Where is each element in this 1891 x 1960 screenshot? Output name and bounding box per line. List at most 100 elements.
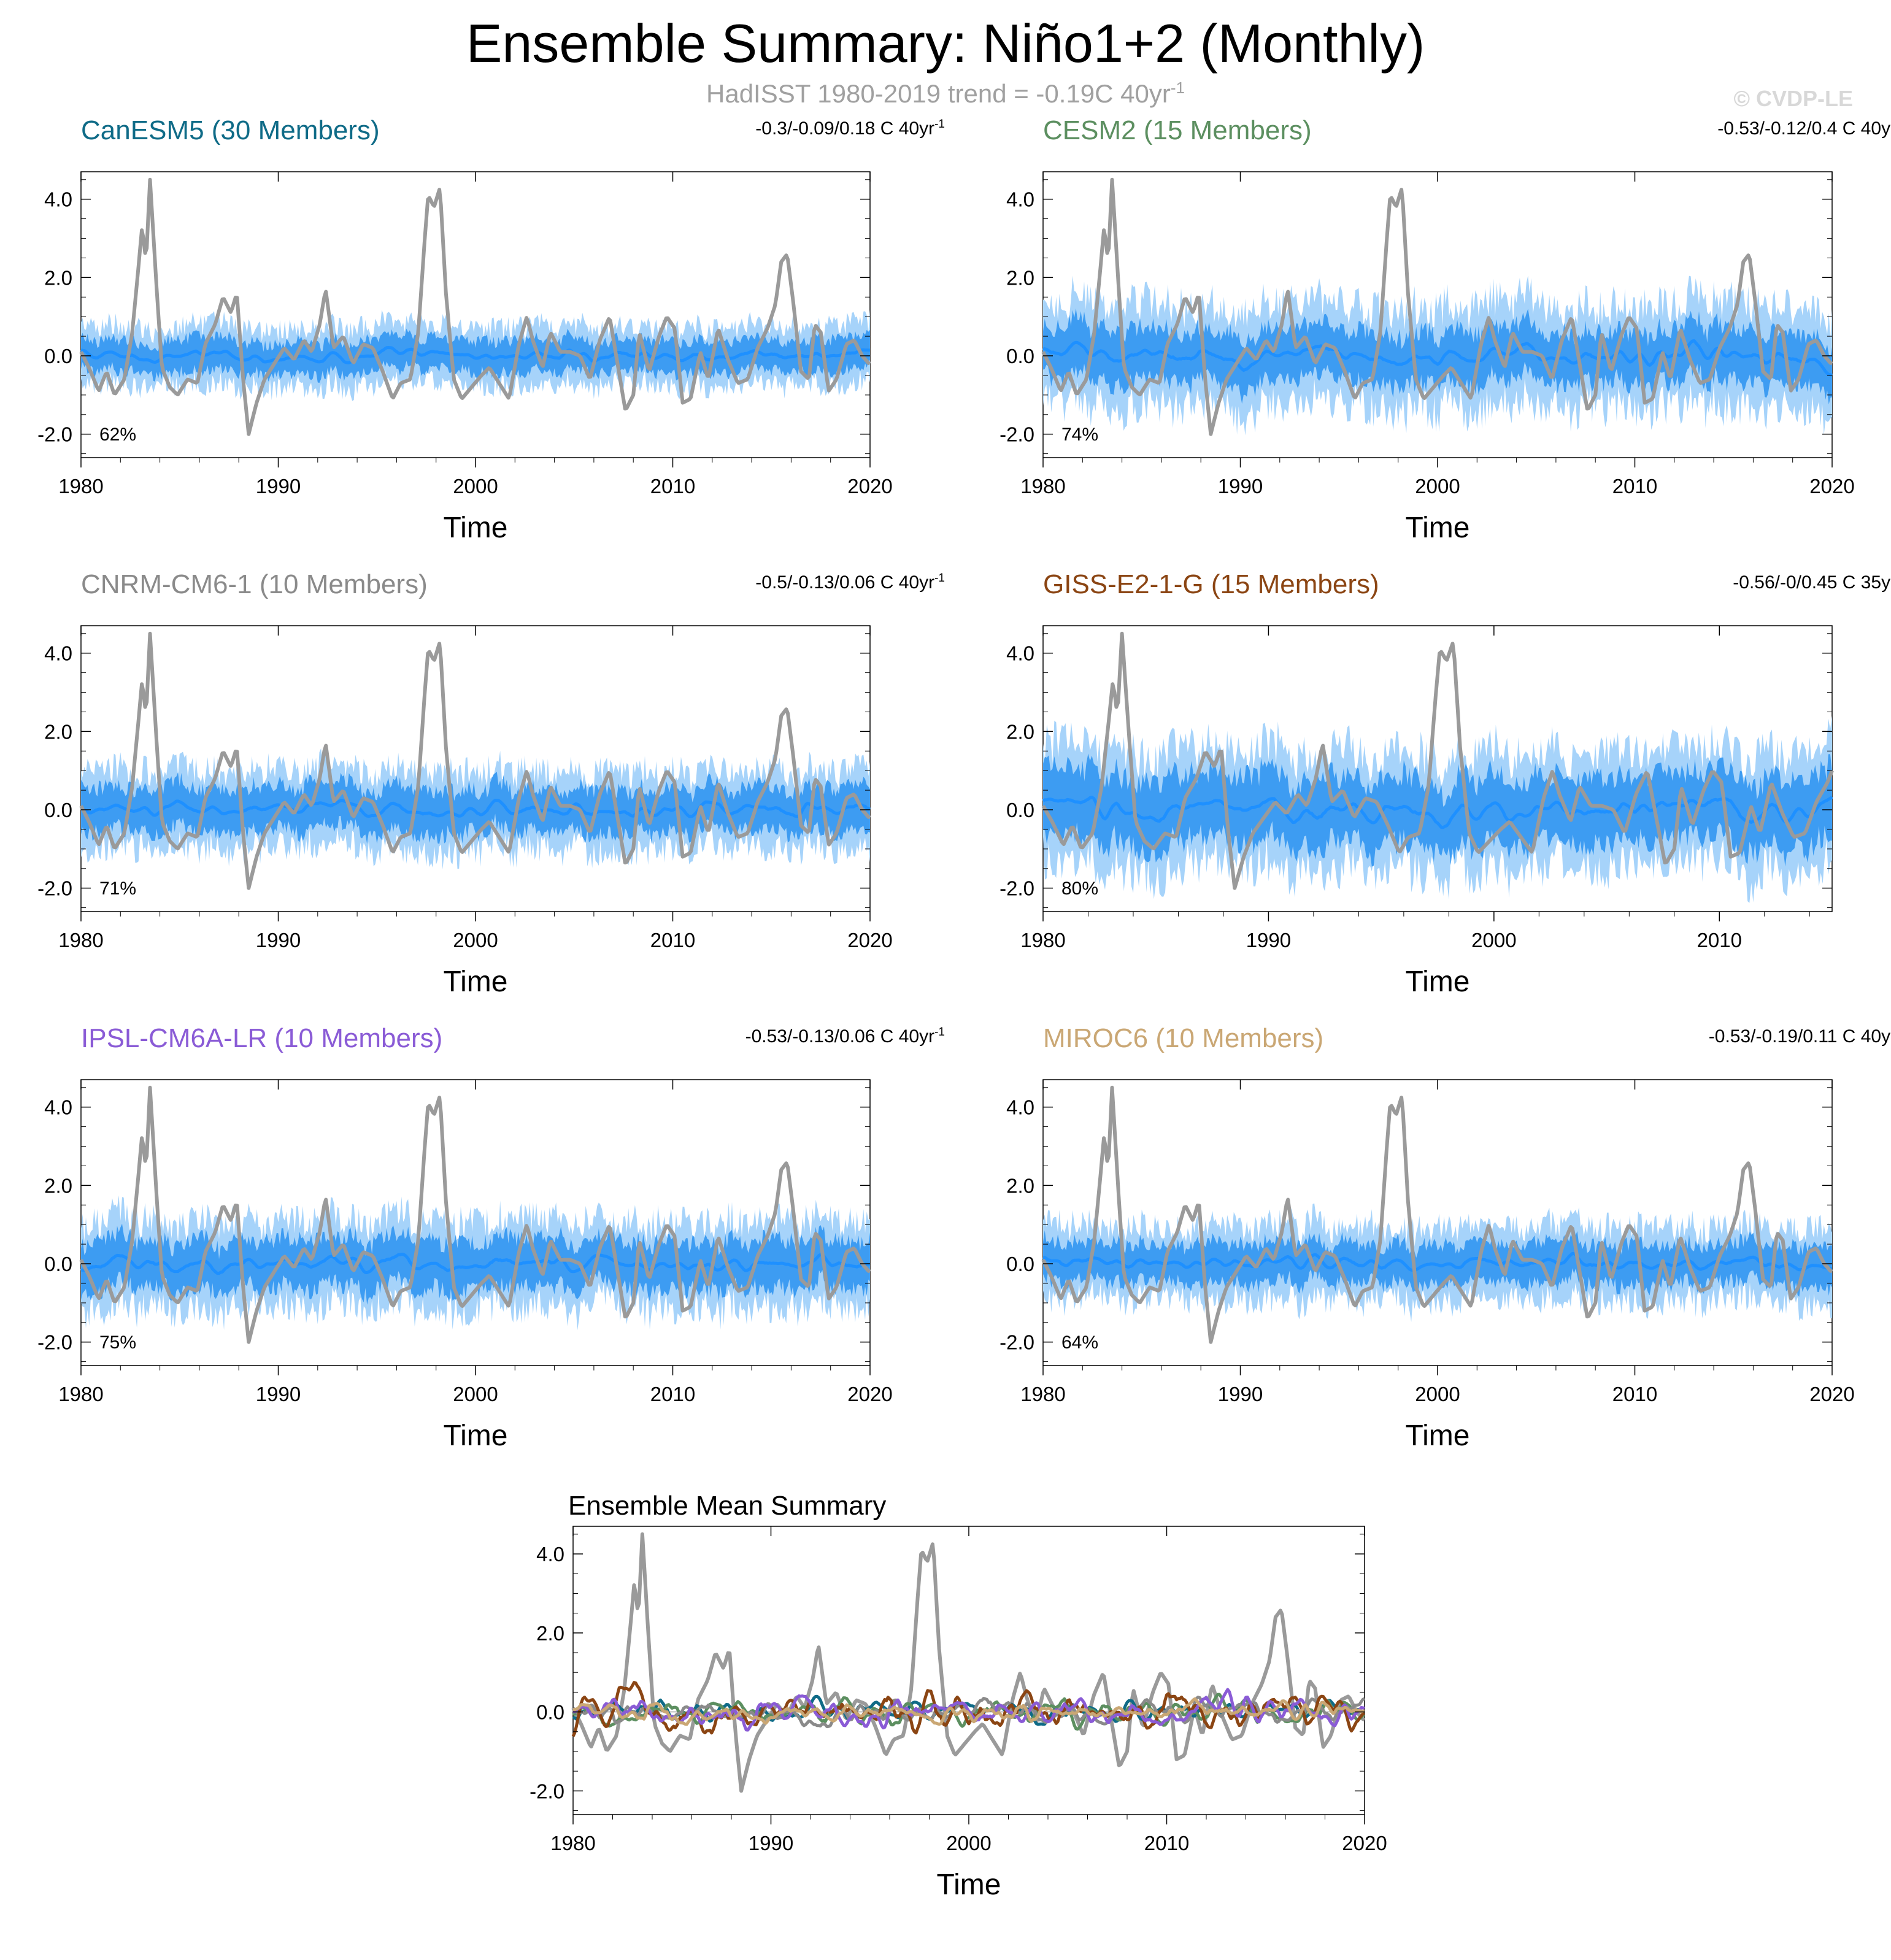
figure-subtitle: HadISST 1980-2019 trend = -0.19C 40yr-1 bbox=[0, 79, 1891, 109]
y-tick-label: -2.0 bbox=[37, 423, 72, 446]
x-tick-label: 2010 bbox=[1144, 1832, 1189, 1854]
model-mean-line-miroc6 bbox=[572, 1697, 1365, 1726]
x-tick-label: 2020 bbox=[1809, 475, 1854, 498]
ensemble-mean-line bbox=[80, 799, 871, 818]
x-tick-label: 2020 bbox=[847, 475, 892, 498]
observed-series-line bbox=[571, 1532, 1366, 1793]
percent-label: 64% bbox=[1061, 1332, 1098, 1353]
subtitle-text: HadISST 1980-2019 trend = -0.19C 40yr bbox=[706, 79, 1171, 108]
subtitle-superscript: -1 bbox=[1170, 79, 1185, 97]
x-tick-label: 2000 bbox=[453, 929, 498, 951]
x-tick-label: 1980 bbox=[58, 475, 103, 498]
x-tick-label: 1990 bbox=[256, 929, 301, 951]
chart-giss-e2-1-g: -2.0 0.0 2.0 4.0 1980 1990 2000 2010 Time 80% bbox=[999, 625, 1834, 998]
trend-label: -0.5/-0.13/0.06 C 40yr-1 bbox=[755, 572, 945, 593]
y-tick-label: 0.0 bbox=[1006, 345, 1034, 367]
x-tick-label: 2010 bbox=[650, 929, 695, 951]
y-tick-label: -2.0 bbox=[37, 877, 72, 900]
ensemble-mean-line bbox=[80, 346, 871, 364]
plot-area: -2.0 0.0 2.0 4.0 1980 1990 2000 2010 Time 80% bbox=[999, 625, 1834, 998]
panel-title: CanESM5 (30 Members) bbox=[81, 115, 380, 145]
x-axis-title: Time bbox=[444, 966, 508, 998]
x-tick-label: 2020 bbox=[847, 1383, 892, 1405]
x-tick-label: 1990 bbox=[1218, 475, 1263, 498]
spread-band-inner bbox=[81, 772, 870, 845]
trend-label: -0.53/-0.13/0.06 C 40yr-1 bbox=[745, 1026, 945, 1047]
y-tick-label: 2.0 bbox=[44, 720, 72, 743]
plot-area: -2.0 0.0 2.0 4.0 1980 1990 2000 2010 2020 Time 74% bbox=[999, 171, 1855, 544]
watermark: © CVDP-LE bbox=[1733, 86, 1853, 111]
panel-ensemble-mean: Ensemble Mean Summary -2.0 0.0 2.0 4.0 1980 1… bbox=[481, 1362, 1426, 1901]
x-tick-label: 2000 bbox=[946, 1832, 991, 1854]
chart-cesm2: -2.0 0.0 2.0 4.0 1980 1990 2000 2010 2020 Time 74% bbox=[999, 171, 1855, 544]
y-tick-label: -2.0 bbox=[530, 1780, 564, 1802]
observed-series-line bbox=[79, 1085, 871, 1344]
percent-label: 75% bbox=[99, 1332, 136, 1353]
trend-label: -0.56/-0/0.45 C 35yr-1 bbox=[1733, 572, 1891, 593]
x-tick-label: 2000 bbox=[453, 475, 498, 498]
x-tick-label: 2010 bbox=[1697, 929, 1742, 951]
chart-canesm5: -2.0 0.0 2.0 4.0 1980 1990 2000 2010 2020 Time 62% bbox=[37, 171, 893, 544]
panel-title: CESM2 (15 Members) bbox=[1043, 115, 1312, 145]
x-tick-label: 2010 bbox=[1612, 1383, 1657, 1405]
plot-area: -2.0 0.0 2.0 4.0 1980 1990 2000 2010 2020 Time 75% bbox=[37, 1079, 893, 1452]
percent-label: 71% bbox=[99, 878, 136, 899]
y-tick-label: 4.0 bbox=[44, 188, 72, 211]
panel-title: IPSL-CM6A-LR (10 Members) bbox=[81, 1023, 443, 1053]
figure-title: Ensemble Summary: Niño1+2 (Monthly) bbox=[466, 13, 1425, 74]
y-tick-label: 0.0 bbox=[44, 345, 72, 367]
chart-cnrm-cm6-1: -2.0 0.0 2.0 4.0 1980 1990 2000 2010 2020 Time 71% bbox=[37, 625, 893, 998]
x-axis-title: Time bbox=[1406, 966, 1470, 998]
plot-area: -2.0 0.0 2.0 4.0 1980 1990 2000 2010 2020 Time 71% bbox=[37, 625, 893, 998]
x-tick-label: 2010 bbox=[1612, 475, 1657, 498]
observed-series-line bbox=[1041, 1085, 1833, 1344]
y-tick-label: 2.0 bbox=[44, 1174, 72, 1197]
observed-series-line bbox=[1041, 631, 1834, 890]
x-tick-label: 2020 bbox=[847, 929, 892, 951]
percent-label: 80% bbox=[1061, 878, 1098, 899]
ensemble-mean-line bbox=[1042, 339, 1833, 377]
y-tick-label: -2.0 bbox=[999, 877, 1034, 900]
spread-band-inner bbox=[1043, 1228, 1832, 1297]
panel-miroc6: MIROC6 (10 Members) -0.53/-0.19/0.11 C 4… bbox=[962, 908, 1891, 1452]
trend-label: -0.53/-0.12/0.4 C 40yr-1 bbox=[1717, 118, 1891, 139]
x-axis-title: Time bbox=[1406, 1420, 1470, 1452]
plot-frame bbox=[80, 625, 871, 912]
x-tick-label: 2000 bbox=[1415, 1383, 1460, 1405]
panel-cesm2: CESM2 (15 Members) -0.53/-0.12/0.4 C 40y… bbox=[962, 0, 1891, 544]
spread-band-inner bbox=[81, 328, 870, 383]
panel-cnrm-cm6-1: CNRM-CM6-1 (10 Members) -0.5/-0.13/0.06 … bbox=[0, 454, 945, 998]
x-axis-title: Time bbox=[444, 512, 508, 544]
trend-text: -0.53/-0.12/0.4 C 40yr bbox=[1717, 118, 1891, 139]
x-tick-label: 1980 bbox=[550, 1832, 595, 1854]
observed-series-line bbox=[79, 631, 871, 890]
x-tick-label: 1990 bbox=[256, 475, 301, 498]
x-tick-label: 2010 bbox=[650, 475, 695, 498]
y-tick-label: -2.0 bbox=[37, 1331, 72, 1354]
y-tick-label: 4.0 bbox=[44, 642, 72, 665]
chart-ipsl-cm6a-lr: -2.0 0.0 2.0 4.0 1980 1990 2000 2010 2020 Time 75% bbox=[37, 1079, 893, 1452]
ensemble-mean-line bbox=[1042, 1251, 1833, 1272]
trend-label: -0.3/-0.09/0.18 C 40yr-1 bbox=[755, 118, 945, 139]
x-tick-label: 1980 bbox=[58, 929, 103, 951]
panel-title: MIROC6 (10 Members) bbox=[1043, 1023, 1324, 1053]
y-tick-label: 0.0 bbox=[44, 799, 72, 821]
panel-canesm5: CanESM5 (30 Members) -0.3/-0.09/0.18 C 4… bbox=[0, 0, 945, 544]
ensemble-mean-line bbox=[80, 1253, 871, 1275]
model-mean-line-giss-e2-1-g bbox=[571, 1681, 1365, 1737]
trend-text: -0.53/-0.13/0.06 C 40yr bbox=[745, 1026, 935, 1047]
y-tick-label: 2.0 bbox=[1006, 1174, 1034, 1197]
x-tick-label: 1990 bbox=[256, 1383, 301, 1405]
trend-superscript: -1 bbox=[934, 118, 945, 131]
x-tick-label: 1980 bbox=[1020, 475, 1065, 498]
x-axis-title: Time bbox=[444, 1420, 508, 1452]
trend-text: -0.53/-0.19/0.11 C 40yr bbox=[1708, 1026, 1891, 1047]
observed-series-line bbox=[1041, 177, 1833, 436]
x-axis-title: Time bbox=[937, 1869, 1001, 1901]
chart-miroc6: -2.0 0.0 2.0 4.0 1980 1990 2000 2010 2020 Time 64% bbox=[999, 1079, 1855, 1452]
x-tick-label: 2020 bbox=[1342, 1832, 1387, 1854]
y-tick-label: -2.0 bbox=[999, 423, 1034, 446]
panel-title: Ensemble Mean Summary bbox=[568, 1491, 887, 1521]
y-tick-label: 0.0 bbox=[536, 1701, 564, 1724]
percent-label: 74% bbox=[1061, 425, 1098, 445]
